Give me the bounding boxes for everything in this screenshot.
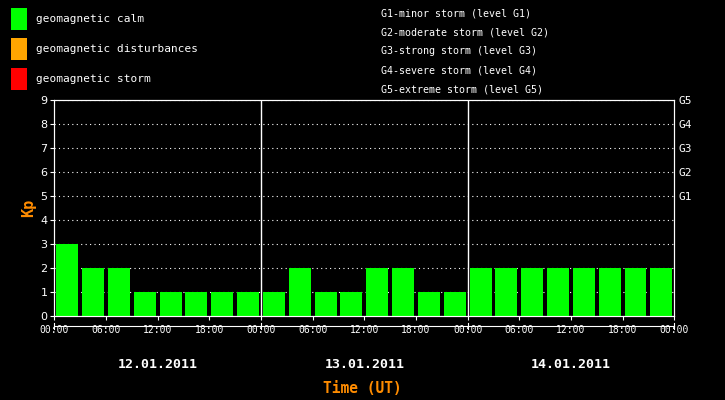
Bar xyxy=(57,244,78,316)
Bar xyxy=(341,292,362,316)
Text: G3-strong storm (level G3): G3-strong storm (level G3) xyxy=(381,46,536,56)
Bar xyxy=(444,292,465,316)
Bar xyxy=(599,268,621,316)
Text: 14.01.2011: 14.01.2011 xyxy=(531,358,611,371)
Bar xyxy=(160,292,181,316)
Bar xyxy=(366,268,388,316)
Bar xyxy=(263,292,285,316)
Bar xyxy=(392,268,414,316)
Bar xyxy=(108,268,130,316)
Bar xyxy=(315,292,336,316)
Text: 12.01.2011: 12.01.2011 xyxy=(117,358,198,371)
Text: geomagnetic storm: geomagnetic storm xyxy=(36,74,150,84)
Bar xyxy=(134,292,156,316)
Text: G1-minor storm (level G1): G1-minor storm (level G1) xyxy=(381,8,531,18)
Bar xyxy=(186,292,207,316)
Text: geomagnetic calm: geomagnetic calm xyxy=(36,14,144,24)
Y-axis label: Kp: Kp xyxy=(21,199,36,217)
Text: G5-extreme storm (level G5): G5-extreme storm (level G5) xyxy=(381,85,542,95)
Bar xyxy=(573,268,594,316)
Text: Time (UT): Time (UT) xyxy=(323,381,402,396)
Text: 13.01.2011: 13.01.2011 xyxy=(324,358,405,371)
Text: G4-severe storm (level G4): G4-severe storm (level G4) xyxy=(381,66,536,76)
Bar xyxy=(624,268,647,316)
Bar xyxy=(547,268,569,316)
Bar xyxy=(82,268,104,316)
Bar xyxy=(495,268,518,316)
Text: G2-moderate storm (level G2): G2-moderate storm (level G2) xyxy=(381,27,549,37)
Bar xyxy=(650,268,672,316)
Bar xyxy=(521,268,543,316)
Bar xyxy=(211,292,233,316)
Bar xyxy=(289,268,311,316)
Bar xyxy=(418,292,440,316)
Bar xyxy=(237,292,259,316)
Text: geomagnetic disturbances: geomagnetic disturbances xyxy=(36,44,197,54)
Bar xyxy=(470,268,492,316)
